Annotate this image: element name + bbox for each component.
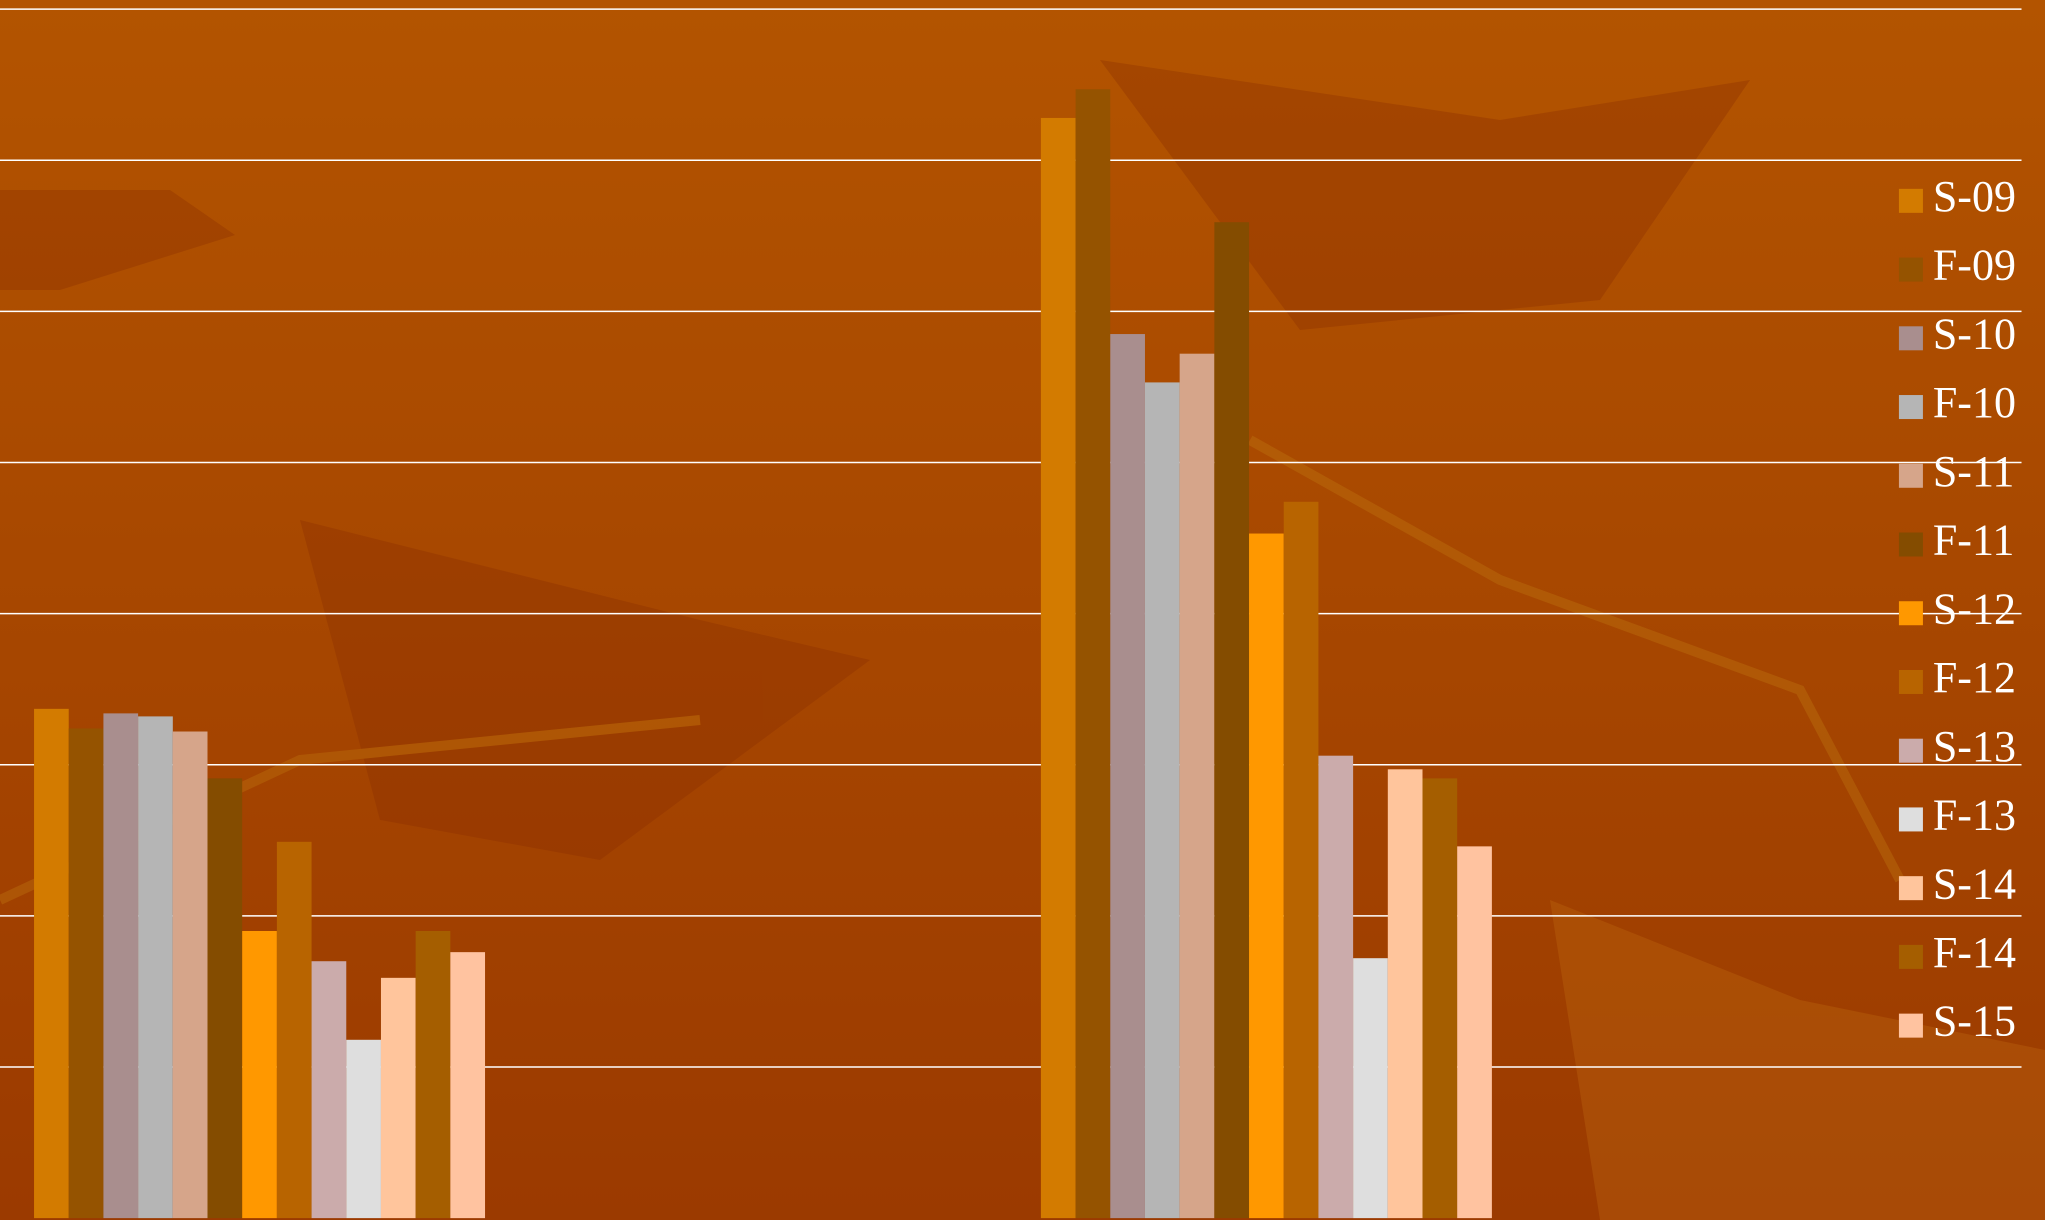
bar [1110, 334, 1145, 1219]
bar [1144, 382, 1180, 1219]
legend-label: F-09 [1933, 241, 2016, 290]
legend-label: S-13 [1933, 722, 2016, 771]
legend-swatch [1898, 944, 1923, 969]
legend-label: S-10 [1933, 309, 2016, 358]
bar [1387, 769, 1423, 1219]
bar [346, 1039, 381, 1219]
bar [276, 841, 312, 1219]
bar [172, 731, 208, 1219]
bar [1040, 117, 1076, 1219]
bar [1457, 846, 1492, 1219]
legend-swatch [1898, 738, 1923, 763]
bar [1283, 501, 1319, 1219]
bar [415, 930, 451, 1219]
bar [68, 728, 104, 1219]
legend-swatch [1898, 1013, 1923, 1038]
bar [1249, 533, 1284, 1219]
bar [380, 977, 416, 1219]
legend-label: S-11 [1933, 447, 2015, 496]
bar [138, 716, 173, 1219]
legend-swatch [1898, 326, 1923, 351]
bar [242, 930, 277, 1219]
bar [1075, 89, 1111, 1219]
legend-swatch [1898, 876, 1923, 901]
bar [1422, 778, 1458, 1219]
legend-label: F-11 [1933, 516, 2015, 565]
legend-swatch [1898, 463, 1923, 488]
legend-label: F-10 [1933, 378, 2016, 427]
bar [1353, 958, 1388, 1219]
legend-swatch [1898, 532, 1923, 557]
legend-label: F-14 [1933, 928, 2016, 977]
legend-swatch [1898, 257, 1923, 282]
legend-swatch [1898, 669, 1923, 694]
legend-swatch [1898, 395, 1923, 420]
legend-label: S-12 [1933, 584, 2016, 633]
bar [311, 961, 347, 1219]
bar [450, 952, 486, 1219]
legend-label: F-12 [1933, 653, 2016, 702]
leaf-pattern [0, 60, 2045, 1220]
legend-swatch [1898, 807, 1923, 832]
bar [207, 778, 243, 1219]
legend-swatch [1898, 601, 1923, 626]
bar [1318, 755, 1354, 1219]
legend-label: S-15 [1933, 997, 2016, 1046]
legend-label: S-14 [1933, 859, 2016, 908]
legend-swatch [1898, 188, 1923, 213]
bar [1214, 222, 1250, 1219]
legend-label: F-13 [1933, 791, 2016, 840]
bar [34, 708, 69, 1219]
legend-label: S-09 [1933, 172, 2016, 221]
bar [1179, 353, 1215, 1219]
bar [103, 713, 139, 1219]
